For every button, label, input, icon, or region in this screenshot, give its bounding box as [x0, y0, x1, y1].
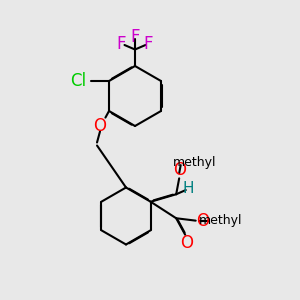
Text: H: H — [182, 181, 194, 196]
Text: methyl: methyl — [172, 156, 216, 169]
Text: F: F — [117, 35, 126, 53]
Text: F: F — [144, 35, 153, 53]
Text: methyl: methyl — [199, 214, 242, 227]
Text: Cl: Cl — [70, 72, 86, 90]
Text: O: O — [180, 234, 193, 252]
Text: F: F — [130, 28, 140, 46]
Text: O: O — [94, 117, 106, 135]
Text: O: O — [196, 212, 209, 230]
Text: O: O — [173, 161, 186, 179]
